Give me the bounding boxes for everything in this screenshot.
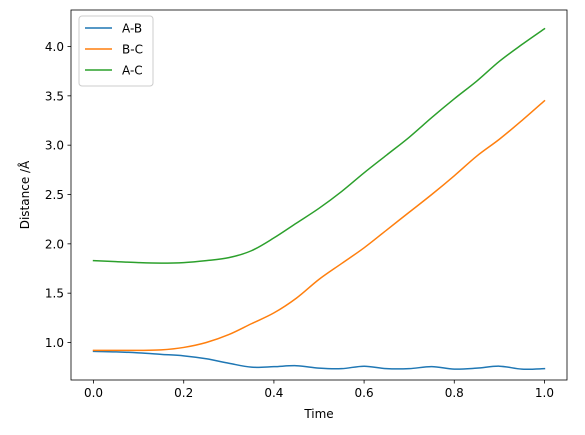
series-line-a-c	[92, 27, 546, 264]
x-tick-label: 0.8	[445, 386, 464, 400]
legend-label-b-c: B-C	[122, 43, 143, 57]
y-tick-label: 2.0	[45, 237, 64, 251]
x-tick-label: 0.4	[264, 386, 283, 400]
y-tick-label: 1.5	[45, 287, 64, 301]
y-axis-ticks: 1.0 1.5 2.0 2.5 3.0 3.5 4.0	[45, 40, 71, 350]
series-line-a-b	[92, 350, 546, 371]
plot-frame	[70, 9, 568, 381]
y-tick-label: 1.0	[45, 336, 64, 350]
x-tick-label: 0.6	[355, 386, 374, 400]
x-tick-label: 0.2	[174, 386, 193, 400]
y-axis-label: Distance /Å	[17, 160, 32, 229]
plot-area	[71, 10, 567, 380]
x-tick-label: 1.0	[535, 386, 554, 400]
legend: A-B B-C A-C	[78, 15, 154, 87]
series-layer	[92, 27, 546, 371]
legend-label-a-b: A-B	[122, 22, 142, 36]
legend-label-a-c: A-C	[122, 64, 143, 78]
x-axis-ticks: 0.0 0.2 0.4 0.6 0.8 1.0	[84, 380, 554, 400]
y-tick-label: 2.5	[45, 188, 64, 202]
x-tick-label: 0.0	[84, 386, 103, 400]
y-tick-label: 4.0	[45, 40, 64, 54]
y-tick-label: 3.0	[45, 139, 64, 153]
legend-box	[78, 15, 154, 87]
series-line-b-c	[92, 99, 546, 352]
x-axis-label: Time	[303, 407, 333, 421]
y-tick-label: 3.5	[45, 89, 64, 103]
